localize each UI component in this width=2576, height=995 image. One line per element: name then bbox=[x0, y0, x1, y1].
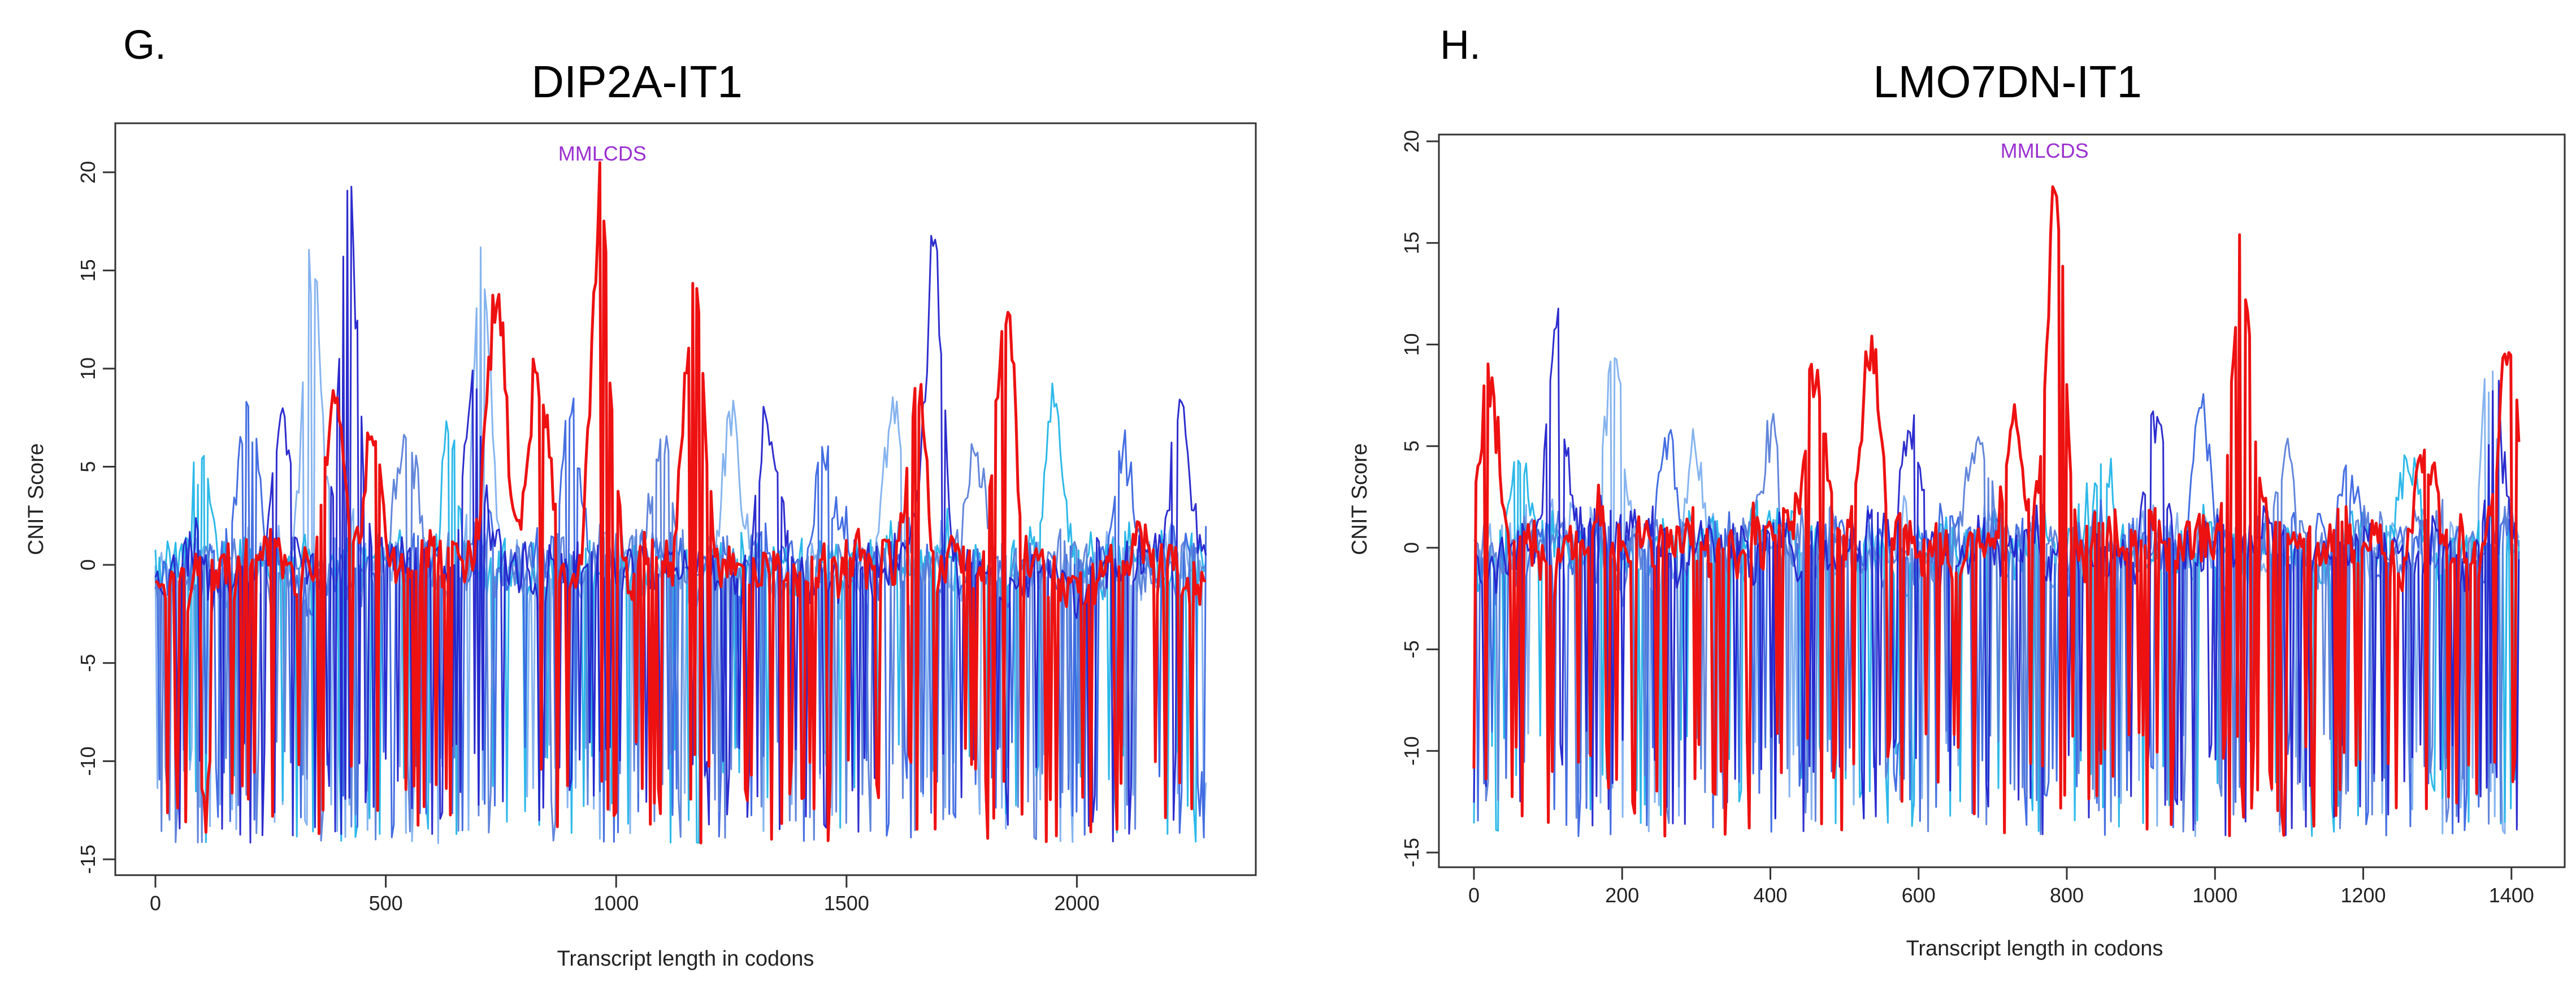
series-group bbox=[1472, 185, 2521, 838]
annotation-label: MMLCDS bbox=[558, 142, 647, 165]
y-tick-label: 0 bbox=[76, 559, 99, 570]
chart-title: DIP2A-IT1 bbox=[531, 57, 742, 107]
y-tick-label: 20 bbox=[76, 161, 99, 184]
x-tick-label: 0 bbox=[1468, 884, 1480, 907]
x-tick-label: 200 bbox=[1605, 884, 1639, 907]
series-line-frame-red bbox=[154, 161, 1207, 845]
y-tick-label: 10 bbox=[76, 357, 99, 380]
y-tick-label: 10 bbox=[1400, 333, 1423, 356]
x-axis-label: Transcript length in codons bbox=[557, 947, 814, 971]
plot-frame bbox=[114, 122, 1257, 876]
panel-label: G. bbox=[123, 23, 166, 68]
x-tick-label: 0 bbox=[150, 892, 161, 915]
x-tick-label: 1000 bbox=[2192, 884, 2237, 907]
x-tick-label: 800 bbox=[2050, 884, 2084, 907]
x-tick-label: 1000 bbox=[593, 892, 639, 915]
x-tick-label: 1200 bbox=[2340, 884, 2386, 907]
panel-g: G. DIP2A-IT1 0 500 1000 1500 2000 -15 -10 -5 0 5 1… bbox=[24, 23, 1257, 971]
y-tick-label: 5 bbox=[1400, 440, 1423, 452]
y-tick-label: -10 bbox=[1400, 736, 1423, 765]
x-tick-label: 600 bbox=[1902, 884, 1936, 907]
y-tick-label: 15 bbox=[76, 259, 99, 282]
x-tick-label: 2000 bbox=[1054, 892, 1099, 915]
y-tick-label: 5 bbox=[76, 461, 99, 473]
y-axis-label: CNIT Score bbox=[24, 443, 48, 555]
y-tick-label: -5 bbox=[1400, 641, 1423, 659]
y-tick-label: 0 bbox=[1400, 542, 1423, 553]
x-tick-label: 1400 bbox=[2489, 884, 2534, 907]
y-tick-label: -5 bbox=[76, 654, 99, 672]
y-tick-label: 15 bbox=[1400, 232, 1423, 254]
plot-area: 0 200 400 600 800 1000 1200 1400 -15 -10 -5 0 5 10 15 2… bbox=[1400, 130, 2534, 907]
y-tick-label: -10 bbox=[76, 746, 99, 776]
chart-title: LMO7DN-IT1 bbox=[1873, 57, 2142, 107]
x-tick-label: 1500 bbox=[824, 892, 869, 915]
panel-h: H. LMO7DN-IT1 0 200 400 600 800 1000 1200 1400-… bbox=[1348, 23, 2566, 961]
series-line-frame-red bbox=[1472, 185, 2521, 838]
x-tick-label: 400 bbox=[1753, 884, 1787, 907]
annotation-label: MMLCDS bbox=[2001, 139, 2089, 162]
series-group bbox=[154, 161, 1207, 845]
y-axis-label: CNIT Score bbox=[1348, 443, 1372, 555]
plot-area: 0 500 1000 1500 2000 -15 -10 -5 0 5 10 15 20 MMLCDS bbox=[76, 142, 1207, 915]
x-tick-label: 500 bbox=[369, 892, 403, 915]
y-tick-label: -15 bbox=[76, 845, 99, 874]
panel-label: H. bbox=[1440, 23, 1481, 68]
x-axis-label: Transcript length in codons bbox=[1906, 937, 2163, 961]
plot-frame bbox=[1438, 133, 2566, 868]
series-line-frame-royal bbox=[1473, 393, 2520, 837]
y-tick-label: -15 bbox=[1400, 838, 1423, 867]
y-tick-label: 20 bbox=[1400, 130, 1423, 153]
